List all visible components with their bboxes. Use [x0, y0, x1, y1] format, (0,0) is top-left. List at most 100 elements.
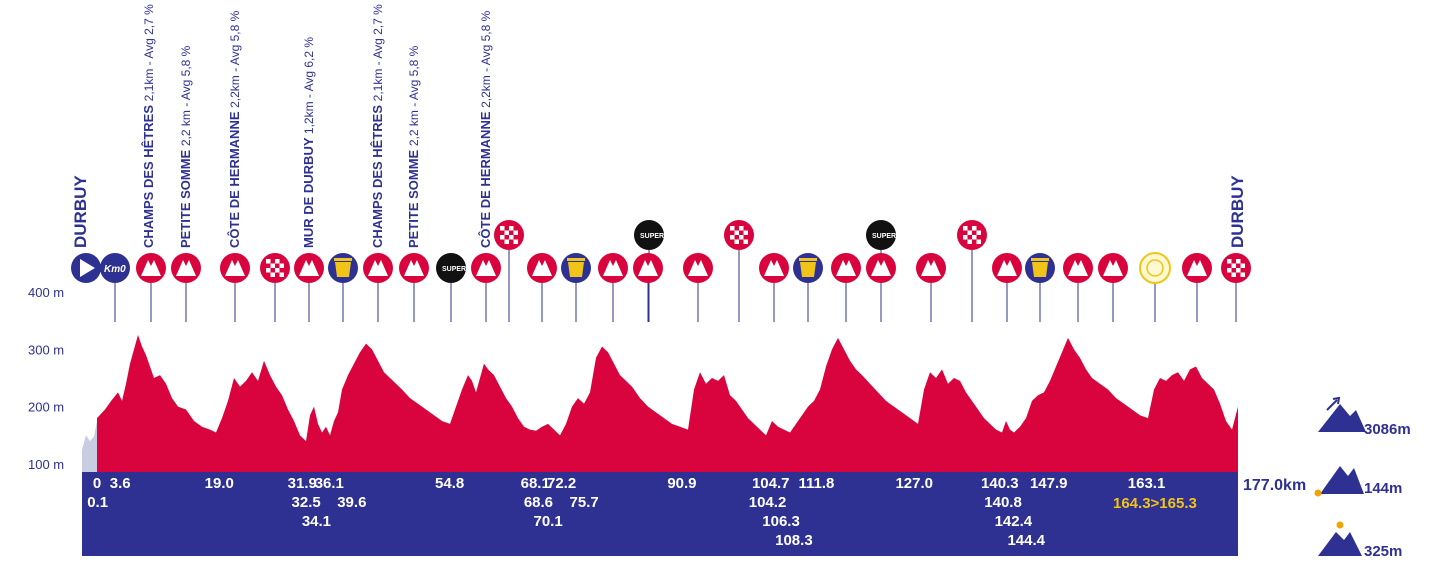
checker-marker: [1221, 253, 1251, 283]
y-tick-label: 200 m: [28, 400, 64, 415]
food-marker: [1025, 253, 1055, 283]
km-mark: 142.4: [995, 513, 1033, 530]
y-axis: 400 m 300 m 200 m 100 m: [28, 285, 64, 472]
climb-label: CHAMPS DES HÊTRES 2,1km - Avg 2,7 %: [370, 4, 385, 248]
y-tick-label: 100 m: [28, 457, 64, 472]
km0-marker: Km0: [100, 253, 130, 283]
min-altitude-icon: [1314, 466, 1364, 497]
climb-marker: [171, 253, 201, 283]
climb-marker: [759, 253, 789, 283]
checker-marker: [260, 253, 290, 283]
food-marker: [328, 253, 358, 283]
km-mark: 75.7: [570, 494, 599, 511]
start-marker: [71, 253, 101, 283]
climb-label: CHAMPS DES HÊTRES 2,1km - Avg 2,7 %: [141, 4, 156, 248]
super8-marker: SUPER 8: [634, 220, 670, 250]
climb-label: CÔTE DE HERMANNE 2,2km - Avg 5,8 %: [227, 10, 242, 248]
start-city-label: DURBUY: [71, 175, 90, 248]
km-mark: 34.1: [302, 513, 331, 530]
checker-marker: [494, 220, 524, 250]
super8-marker: SUPER 8: [866, 220, 902, 250]
distance-band: [82, 472, 1238, 556]
km-mark: 70.1: [533, 513, 562, 530]
climb-marker: [399, 253, 429, 283]
legend: 3086m 144m 325m: [1314, 396, 1411, 560]
climb-marker: [1182, 253, 1212, 283]
checkered-flag-icon: [500, 226, 518, 244]
climb-marker: [136, 253, 166, 283]
markers: Km0 SUPER 8 SUPER 8 SUPER 8: [71, 220, 1251, 284]
mountain-icon: [688, 260, 708, 276]
checkered-flag-icon: [963, 226, 981, 244]
km-mark: 90.9: [667, 475, 696, 492]
legend-max-altitude: 325m: [1364, 543, 1402, 560]
mountain-icon: [176, 260, 196, 276]
climb-marker: [527, 253, 557, 283]
climb-marker: [598, 253, 628, 283]
mountain-icon: [1103, 260, 1123, 276]
climb-label: MUR DE DURBUY 1,2km - Avg 6,2 %: [301, 37, 316, 248]
km-mark: 104.7: [752, 475, 790, 492]
climb-marker: [683, 253, 713, 283]
climb-marker: [866, 253, 896, 283]
checkered-flag-icon: [266, 259, 284, 277]
mountain-icon: [638, 260, 658, 276]
km0-label: Km0: [104, 264, 126, 275]
climb-labels: DURBUY DURBUY CHAMPS DES HÊTRES 2,1km - Av…: [71, 4, 1247, 248]
start-area: [82, 421, 97, 472]
mountain-icon: [368, 260, 388, 276]
super8-label: SUPER 8: [872, 233, 902, 240]
km-labels: 0 0.13.6 19.0 31.9 32.5 34.1 36.1 39.6 54.8 68.1 6…: [87, 475, 1165, 549]
km-mark: 0.1: [87, 494, 108, 511]
y-tick-label: 400 m: [28, 285, 64, 300]
km-mark: 108.3: [775, 532, 813, 549]
legend-total-climb: 3086m: [1364, 421, 1411, 438]
climb-marker: [471, 253, 501, 283]
bin-icon: [1032, 262, 1048, 277]
climb-marker: [363, 253, 393, 283]
food-marker: [561, 253, 591, 283]
sprint-icon: [1146, 259, 1164, 277]
mountain-icon: [764, 260, 784, 276]
km-mark: 68.1: [521, 475, 550, 492]
km-mark: 39.6: [337, 494, 366, 511]
elevation-profile: [97, 335, 1238, 472]
sprint-marker: [1139, 252, 1171, 284]
km-mark: 111.8: [798, 475, 834, 492]
mountain-icon: [141, 260, 161, 276]
mountain-icon: [921, 260, 941, 276]
super8-label: SUPER 8: [640, 233, 670, 240]
mountain-icon: [997, 260, 1017, 276]
km-mark: 106.3: [762, 513, 800, 530]
total-climb-icon: [1318, 396, 1366, 432]
km-mark: 127.0: [895, 475, 933, 492]
marker-connectors: [114, 250, 1237, 322]
mountain-icon: [603, 260, 623, 276]
climb-marker: [220, 253, 250, 283]
mountain-icon: [836, 260, 856, 276]
max-altitude-icon: [1318, 521, 1362, 556]
climb-marker: [916, 253, 946, 283]
bin-icon: [568, 262, 584, 277]
checkered-flag-icon: [730, 226, 748, 244]
total-distance: 177.0km: [1243, 477, 1306, 494]
km-mark: 163.1: [1128, 475, 1166, 492]
km-mark: 104.2: [749, 494, 787, 511]
climb-label: PETITE SOMME 2,2 km - Avg 5,8 %: [406, 45, 421, 248]
mountain-icon: [1068, 260, 1088, 276]
mountain-icon: [476, 260, 496, 276]
climb-marker: [1098, 253, 1128, 283]
km-mark: 140.8: [984, 494, 1022, 511]
food-marker: [793, 253, 823, 283]
climb-label: CÔTE DE HERMANNE 2,2km - Avg 5,8 %: [478, 10, 493, 248]
km-mark: 54.8: [435, 475, 464, 492]
super8-marker: SUPER 8: [436, 253, 472, 283]
climb-marker: [1063, 253, 1093, 283]
bin-icon: [335, 262, 351, 277]
climb-marker: [831, 253, 861, 283]
legend-min-altitude: 144m: [1364, 480, 1402, 497]
climb-label: PETITE SOMME 2,2 km - Avg 5,8 %: [178, 45, 193, 248]
km-mark: 0: [93, 475, 101, 492]
